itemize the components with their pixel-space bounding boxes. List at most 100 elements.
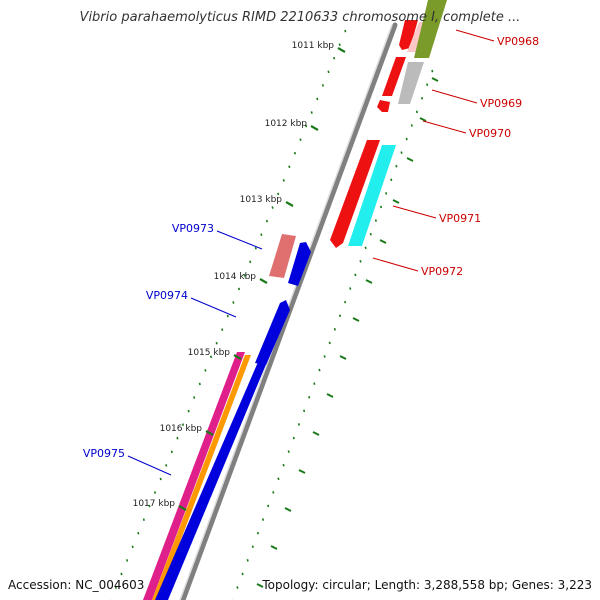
track-dot xyxy=(226,314,229,318)
chromosome-backbone xyxy=(180,22,398,600)
leader-line xyxy=(372,257,419,272)
track-dot xyxy=(297,423,301,426)
track-dot xyxy=(400,151,403,154)
outer-tick-mark xyxy=(270,545,278,550)
track-dot xyxy=(272,491,275,494)
gene-label-vp0970[interactable]: VP0970 xyxy=(469,127,511,140)
track-dot xyxy=(379,205,383,209)
track-dot xyxy=(232,301,235,304)
outer-tick-mark xyxy=(419,117,427,122)
track-dot xyxy=(364,246,367,250)
gene-feature-vp0969[interactable] xyxy=(382,57,424,104)
tick-label: 1013 kbp xyxy=(240,195,283,205)
track-dot xyxy=(369,232,372,236)
topology-summary: Topology: circular; Length: 3,288,558 bp… xyxy=(262,578,592,592)
track-dot xyxy=(120,572,123,576)
outer-tick-mark xyxy=(256,583,264,588)
leader-line xyxy=(431,89,478,104)
gene-feature-vp0974[interactable] xyxy=(255,300,290,365)
outer-tick-mark xyxy=(298,469,306,474)
track-dot xyxy=(153,491,157,494)
gene-feature-vp0971[interactable] xyxy=(330,140,380,248)
track-dot xyxy=(131,545,134,549)
track-dot xyxy=(249,260,252,264)
outer-tick-mark xyxy=(312,431,320,436)
tick-mark xyxy=(285,201,294,207)
track-dot xyxy=(267,504,270,508)
gene-label-vp0975[interactable]: VP0975 xyxy=(83,447,125,460)
track-dot xyxy=(282,179,285,182)
track-dot xyxy=(313,382,316,385)
track-dot xyxy=(420,96,424,100)
track-dot xyxy=(181,423,185,426)
tick-mark xyxy=(205,430,214,436)
track-dot xyxy=(165,464,168,467)
outer-tick-mark xyxy=(379,239,387,244)
gene-labels: VP0968 VP0969 VP0970 VP0971 VP0972 VP0973 VP09… xyxy=(83,29,539,476)
track-dot xyxy=(254,246,257,250)
track-dot xyxy=(288,165,291,169)
track-dot xyxy=(237,287,241,291)
tick-label: 1015 kbp xyxy=(188,348,231,358)
track-dot xyxy=(328,341,331,345)
track-dot xyxy=(310,111,313,114)
track-dot xyxy=(277,477,280,481)
track-dot xyxy=(176,436,179,440)
gene-feature-vp0972[interactable] xyxy=(348,145,396,246)
track-dot xyxy=(333,327,336,331)
gene-label-vp0971[interactable]: VP0971 xyxy=(439,212,481,225)
track-dot xyxy=(318,368,321,372)
outer-tick-mark xyxy=(406,157,414,162)
tick-mark xyxy=(233,354,242,360)
track-dot xyxy=(209,355,213,359)
track-dot xyxy=(354,273,357,277)
tick-mark xyxy=(259,278,268,284)
track-dot xyxy=(265,219,269,223)
track-dot xyxy=(126,559,129,562)
track-dot xyxy=(415,110,418,114)
track-dot xyxy=(261,518,265,521)
track-dot xyxy=(305,124,308,128)
tick-label: 1011 kbp xyxy=(292,41,335,51)
outer-tick-mark xyxy=(339,355,347,360)
track-dot xyxy=(277,192,280,196)
tick-mark xyxy=(337,47,346,53)
gene-label-vp0974[interactable]: VP0974 xyxy=(146,289,188,302)
tick-label: 1012 kbp xyxy=(265,119,308,129)
track-dot xyxy=(321,84,324,87)
track-dot xyxy=(426,83,429,87)
tick-label: 1014 kbp xyxy=(214,272,257,282)
track-dot xyxy=(385,192,388,195)
outer-tick-mark xyxy=(326,393,334,398)
gene-feature-vp0973[interactable] xyxy=(269,234,311,286)
gene-feature-vp0975[interactable] xyxy=(143,352,267,600)
track-dot xyxy=(246,559,249,562)
leader-line xyxy=(216,230,263,250)
track-dot xyxy=(323,355,326,358)
track-dot xyxy=(338,43,341,46)
track-dot xyxy=(395,164,398,168)
kbp-ticks: 1011 kbp 1012 kbp 1013 kbp 1014 kbp 1015 kbp… xyxy=(133,41,439,588)
track-dot xyxy=(221,328,224,331)
track-dot xyxy=(159,477,162,481)
gene-label-vp0972[interactable]: VP0972 xyxy=(421,265,463,278)
track-dot xyxy=(410,124,413,127)
outer-tick-mark xyxy=(392,199,400,204)
leader-line xyxy=(127,455,172,476)
gene-label-vp0973[interactable]: VP0973 xyxy=(172,222,214,235)
track-dot xyxy=(170,450,173,454)
track-dot xyxy=(241,572,244,576)
gene-label-vp0968[interactable]: VP0968 xyxy=(497,35,539,48)
gene-feature-vp0968[interactable] xyxy=(399,0,447,58)
track-dot xyxy=(251,545,254,549)
track-dot xyxy=(316,97,319,101)
track-dot xyxy=(137,531,140,535)
gene-feature-vp0970[interactable] xyxy=(377,100,390,112)
gene-label-vp0969[interactable]: VP0969 xyxy=(480,97,522,110)
leader-line xyxy=(392,205,437,219)
track-dot xyxy=(292,436,295,440)
tick-mark xyxy=(178,505,187,511)
outer-tick-mark xyxy=(365,279,373,284)
track-dot xyxy=(405,137,408,141)
track-dot xyxy=(287,450,290,453)
